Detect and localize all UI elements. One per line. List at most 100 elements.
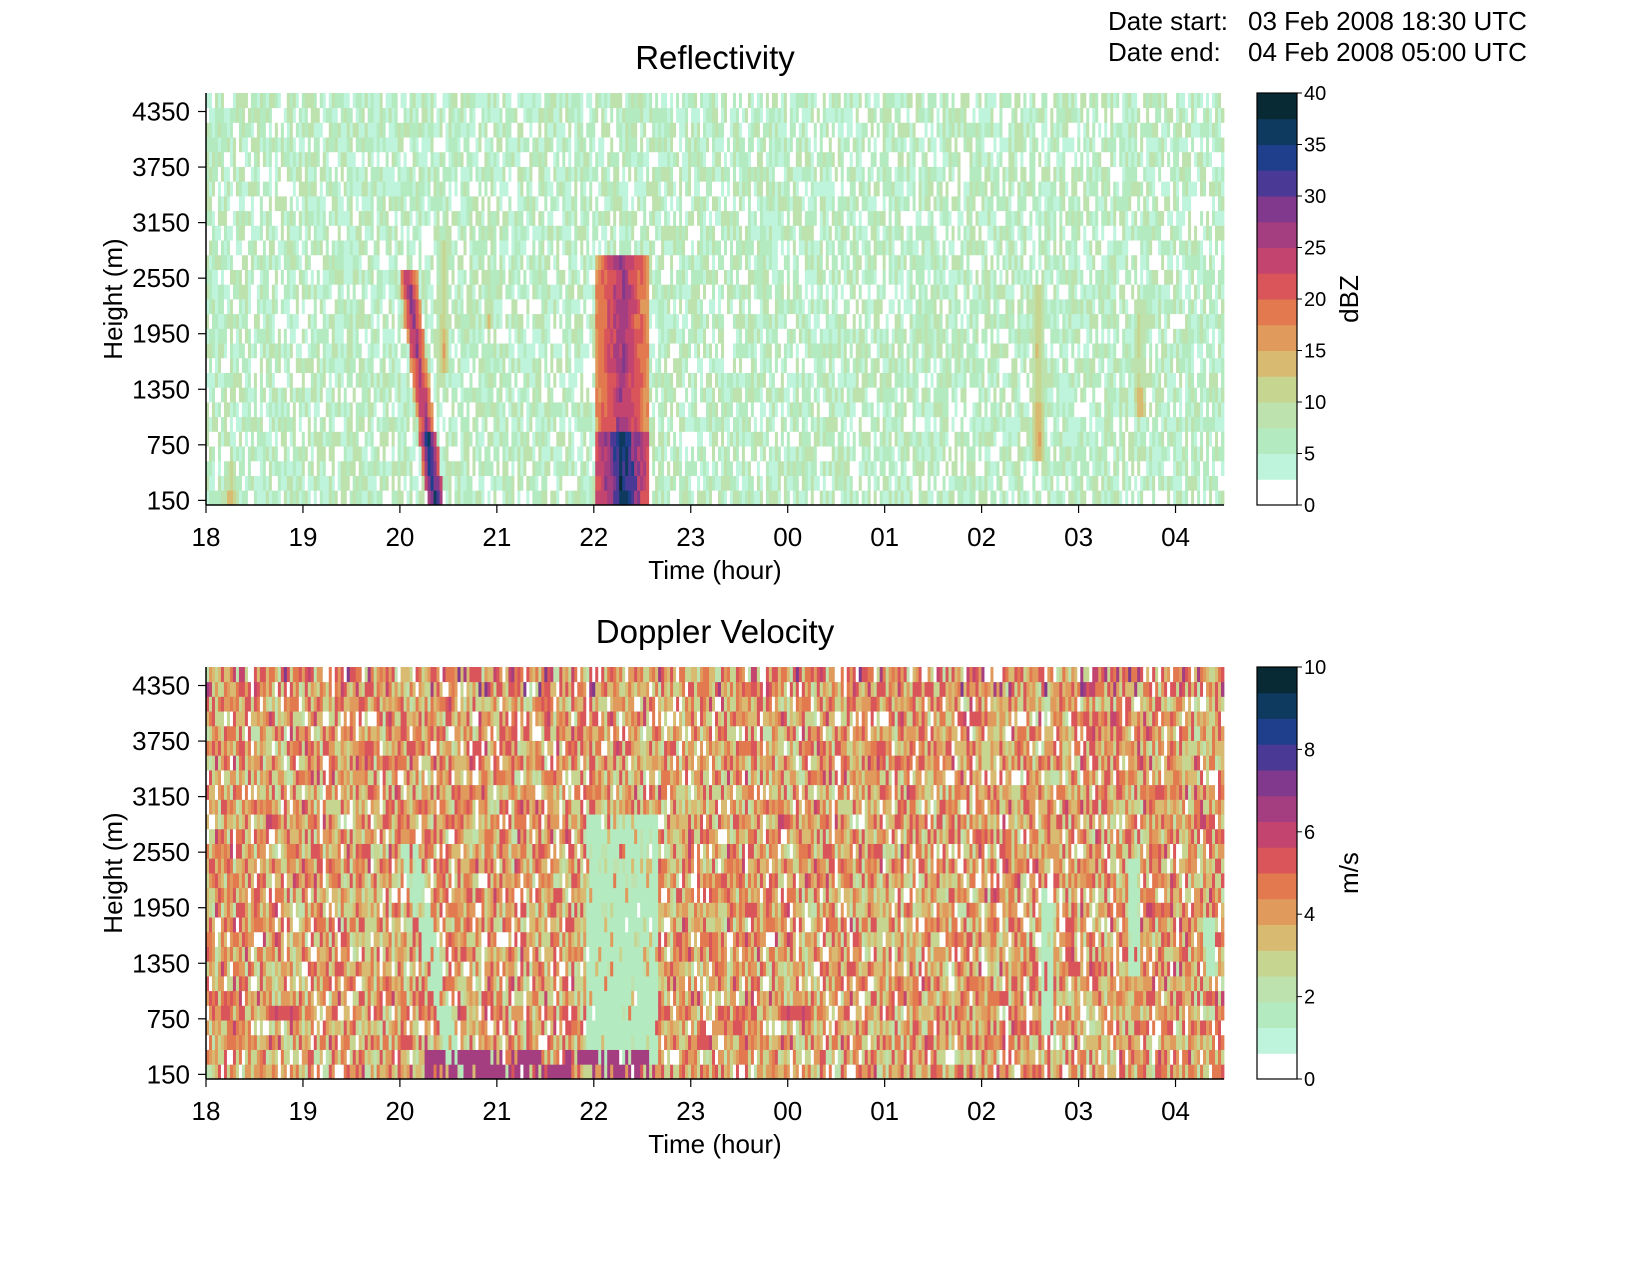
reflectivity-cell xyxy=(253,210,258,226)
reflectivity-cell xyxy=(646,387,650,403)
reflectivity-cell xyxy=(412,357,416,373)
reflectivity-cell xyxy=(607,284,611,300)
reflectivity-cell xyxy=(589,181,593,197)
reflectivity-cell xyxy=(427,416,431,432)
reflectivity-cell xyxy=(229,240,234,256)
reflectivity-cell xyxy=(511,225,515,241)
reflectivity-cell xyxy=(720,446,725,462)
reflectivity-cell xyxy=(217,181,222,197)
reflectivity-cell xyxy=(532,475,536,491)
reflectivity-cell xyxy=(715,387,719,403)
reflectivity-cell xyxy=(703,196,707,212)
reflectivity-cell xyxy=(487,313,491,329)
reflectivity-cell xyxy=(574,210,578,226)
reflectivity-cell xyxy=(622,210,626,226)
reflectivity-cell xyxy=(271,402,276,418)
reflectivity-cell xyxy=(703,357,707,373)
reflectivity-cell xyxy=(379,402,384,418)
reflectivity-cell xyxy=(211,137,216,153)
reflectivity-cell xyxy=(717,93,722,109)
reflectivity-cell xyxy=(208,166,213,182)
reflectivity-cell xyxy=(586,402,590,418)
reflectivity-cell xyxy=(391,151,396,167)
reflectivity-cell xyxy=(409,299,413,315)
reflectivity-cell xyxy=(490,343,494,359)
reflectivity-cell xyxy=(723,431,728,447)
reflectivity-cell xyxy=(451,166,455,182)
reflectivity-cell xyxy=(544,475,548,491)
reflectivity-cell xyxy=(640,107,644,123)
reflectivity-cell xyxy=(649,196,653,212)
reflectivity-cell xyxy=(298,475,303,491)
reflectivity-cell xyxy=(337,446,342,462)
reflectivity-cell xyxy=(694,107,698,123)
reflectivity-cell xyxy=(397,416,402,432)
reflectivity-cell xyxy=(562,431,566,447)
reflectivity-cell xyxy=(475,490,479,506)
reflectivity-cell xyxy=(445,416,449,432)
reflectivity-cell xyxy=(670,166,674,182)
reflectivity-cell xyxy=(541,269,545,285)
reflectivity-cell xyxy=(493,299,497,315)
reflectivity-cell xyxy=(424,387,428,403)
reflectivity-cell xyxy=(379,151,384,167)
reflectivity-cell xyxy=(520,490,524,506)
reflectivity-cell xyxy=(697,181,701,197)
reflectivity-cell xyxy=(508,357,512,373)
reflectivity-cell xyxy=(379,343,384,359)
reflectivity-cell xyxy=(304,196,309,212)
reflectivity-cell xyxy=(490,402,494,418)
reflectivity-cell xyxy=(406,328,410,344)
reflectivity-cell xyxy=(580,181,584,197)
reflectivity-cell xyxy=(544,196,548,212)
reflectivity-cell xyxy=(643,328,647,344)
date-end-annotation: Date end: 04 Feb 2008 05:00 UTC xyxy=(1108,37,1527,68)
reflectivity-cell xyxy=(670,107,674,123)
reflectivity-cell xyxy=(517,284,521,300)
reflectivity-cell xyxy=(379,107,384,123)
reflectivity-cell xyxy=(247,299,252,315)
reflectivity-cell xyxy=(271,284,276,300)
reflectivity-cell xyxy=(325,328,330,344)
reflectivity-cell xyxy=(235,269,240,285)
reflectivity-cell xyxy=(235,240,240,256)
reflectivity-cell xyxy=(304,122,309,138)
reflectivity-cell xyxy=(565,299,569,315)
reflectivity-cell xyxy=(502,181,506,197)
reflectivity-cell xyxy=(403,416,407,432)
reflectivity-cell xyxy=(241,93,246,109)
reflectivity-cell xyxy=(592,490,596,506)
reflectivity-cell xyxy=(280,343,285,359)
reflectivity-cell xyxy=(280,196,285,212)
reflectivity-cell xyxy=(283,328,288,344)
reflectivity-cell xyxy=(346,122,351,138)
reflectivity-cell xyxy=(571,181,575,197)
reflectivity-cell xyxy=(232,328,237,344)
reflectivity-cell xyxy=(547,240,551,256)
reflectivity-cell xyxy=(664,387,668,403)
reflectivity-cell xyxy=(346,196,351,212)
reflectivity-cell xyxy=(655,284,659,300)
reflectivity-cell xyxy=(556,181,560,197)
reflectivity-cell xyxy=(586,387,590,403)
reflectivity-cell xyxy=(367,225,372,241)
reflectivity-cell xyxy=(628,446,632,462)
reflectivity-cell xyxy=(580,269,584,285)
reflectivity-cell xyxy=(463,475,467,491)
reflectivity-cell xyxy=(703,181,707,197)
reflectivity-cell xyxy=(541,284,545,300)
reflectivity-cell xyxy=(256,196,261,212)
reflectivity-cell xyxy=(277,107,282,123)
reflectivity-cell xyxy=(394,284,399,300)
reflectivity-cell xyxy=(625,107,629,123)
reflectivity-cell xyxy=(346,431,351,447)
reflectivity-cell xyxy=(319,225,324,241)
reflectivity-cell xyxy=(664,402,668,418)
reflectivity-cell xyxy=(700,357,704,373)
reflectivity-cell xyxy=(735,254,740,270)
reflectivity-cell xyxy=(268,151,273,167)
reflectivity-cell xyxy=(388,357,393,373)
reflectivity-cell xyxy=(499,475,503,491)
reflectivity-cell xyxy=(535,299,539,315)
reflectivity-cell xyxy=(514,107,518,123)
